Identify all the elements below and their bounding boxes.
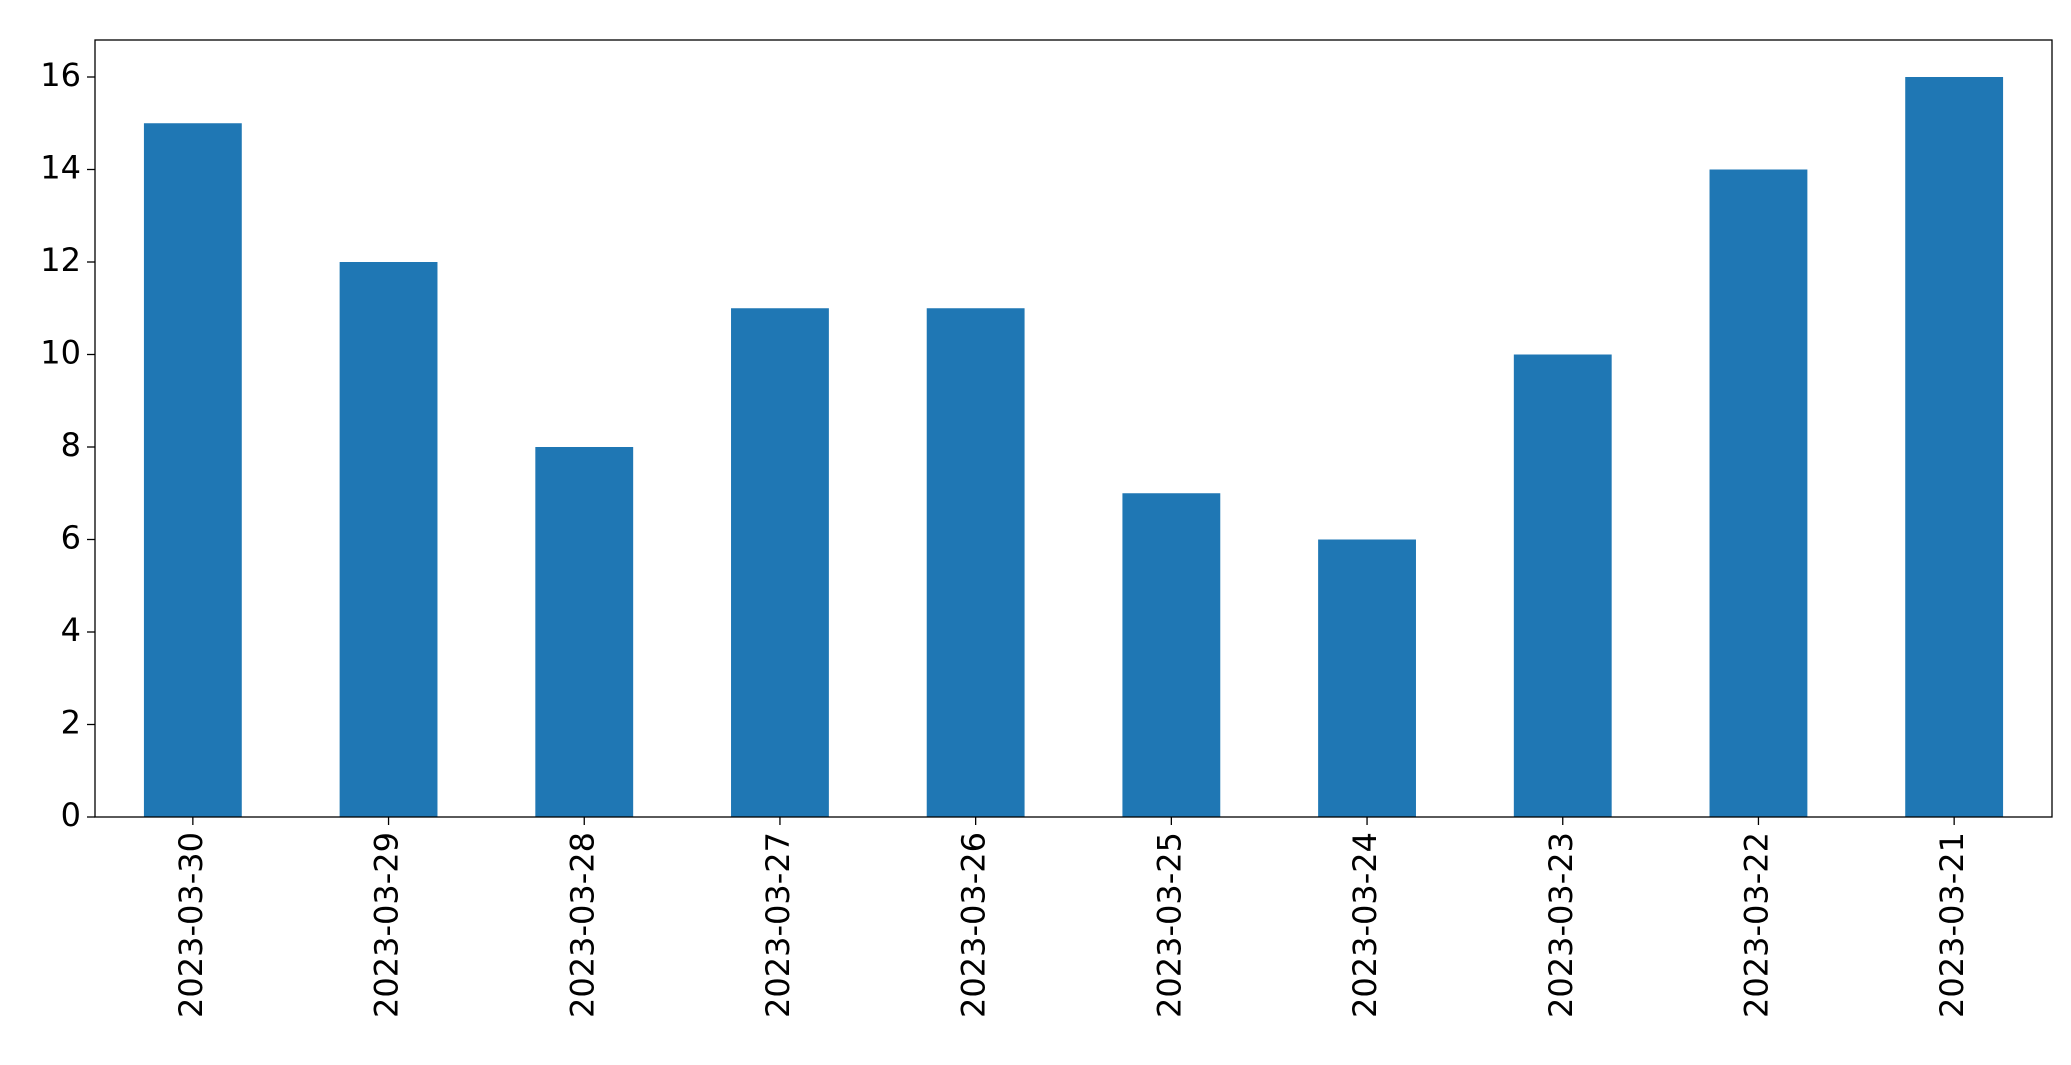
bar (1318, 539, 1416, 817)
y-tick-label: 14 (40, 149, 81, 187)
y-tick-label: 16 (40, 56, 81, 94)
y-tick-label: 10 (40, 334, 81, 372)
x-tick-label: 2023-03-30 (172, 832, 210, 1018)
bar (535, 447, 634, 817)
y-tick-label: 2 (61, 704, 81, 742)
y-tick-label: 4 (61, 611, 81, 649)
y-tick-label: 6 (61, 519, 81, 557)
x-tick-label: 2023-03-25 (1150, 832, 1188, 1018)
x-tick-label: 2023-03-28 (563, 832, 601, 1018)
x-tick-label: 2023-03-23 (1542, 832, 1580, 1018)
x-tick-label: 2023-03-29 (368, 832, 406, 1018)
y-tick-label: 0 (61, 796, 81, 834)
bar (339, 262, 438, 817)
x-tick-label: 2023-03-27 (759, 832, 797, 1018)
plot-frame (94, 39, 2053, 818)
bar (1905, 77, 2004, 817)
y-tick-label: 8 (61, 426, 81, 464)
bar (1513, 354, 1612, 817)
x-tick-label: 2023-03-22 (1737, 832, 1775, 1018)
bar (731, 308, 829, 817)
x-tick-label: 2023-03-21 (1933, 832, 1971, 1018)
bar (926, 308, 1025, 817)
x-tick-label: 2023-03-26 (955, 832, 993, 1018)
bar (143, 123, 242, 817)
y-tick-label: 12 (40, 241, 81, 279)
x-tick-label: 2023-03-24 (1346, 832, 1384, 1018)
bar (1709, 169, 1808, 817)
bar (1122, 493, 1221, 817)
